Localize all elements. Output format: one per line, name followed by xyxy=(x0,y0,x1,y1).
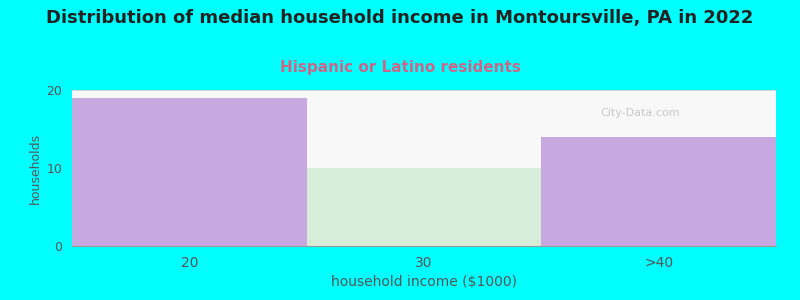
Bar xyxy=(72,98,306,246)
X-axis label: household income ($1000): household income ($1000) xyxy=(331,275,517,289)
Text: Hispanic or Latino residents: Hispanic or Latino residents xyxy=(279,60,521,75)
Text: Distribution of median household income in Montoursville, PA in 2022: Distribution of median household income … xyxy=(46,9,754,27)
Y-axis label: households: households xyxy=(30,132,42,204)
Bar xyxy=(306,168,542,246)
Text: City-Data.com: City-Data.com xyxy=(600,108,680,118)
Bar xyxy=(542,137,776,246)
